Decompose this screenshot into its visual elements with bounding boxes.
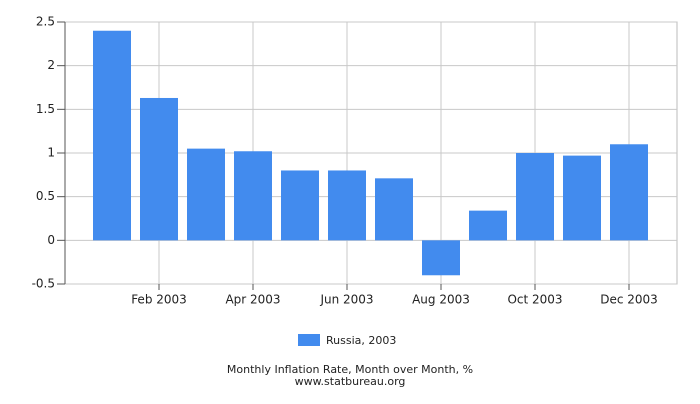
bar (328, 170, 366, 241)
bar (422, 240, 460, 276)
chart-title: Monthly Inflation Rate, Month over Month… (227, 363, 473, 376)
legend-swatch (298, 334, 320, 346)
bar (281, 170, 319, 241)
y-tick-label: 0.5 (36, 189, 55, 203)
legend-label: Russia, 2003 (326, 334, 396, 347)
bar (140, 97, 178, 241)
bar (563, 155, 601, 241)
bar (93, 30, 131, 241)
bar (187, 148, 225, 241)
bar (610, 144, 648, 241)
x-tick-label: Oct 2003 (507, 293, 562, 307)
x-tick-label: Feb 2003 (131, 293, 187, 307)
x-tick-label: Jun 2003 (319, 293, 373, 307)
bar (234, 151, 272, 241)
y-tick-label: 2.5 (36, 15, 55, 29)
y-tick-label: 2 (47, 58, 55, 72)
bar (469, 210, 507, 241)
y-tick-label: 1 (47, 146, 55, 160)
y-tick-label: 1.5 (36, 102, 55, 116)
y-tick-label: 0 (47, 233, 55, 247)
bar (375, 178, 413, 241)
x-tick-label: Aug 2003 (412, 293, 470, 307)
bar (516, 153, 554, 241)
x-tick-label: Apr 2003 (225, 293, 280, 307)
y-tick-label: -0.5 (32, 277, 55, 291)
source: www.statbureau.org (295, 375, 406, 388)
x-tick-label: Dec 2003 (600, 293, 658, 307)
